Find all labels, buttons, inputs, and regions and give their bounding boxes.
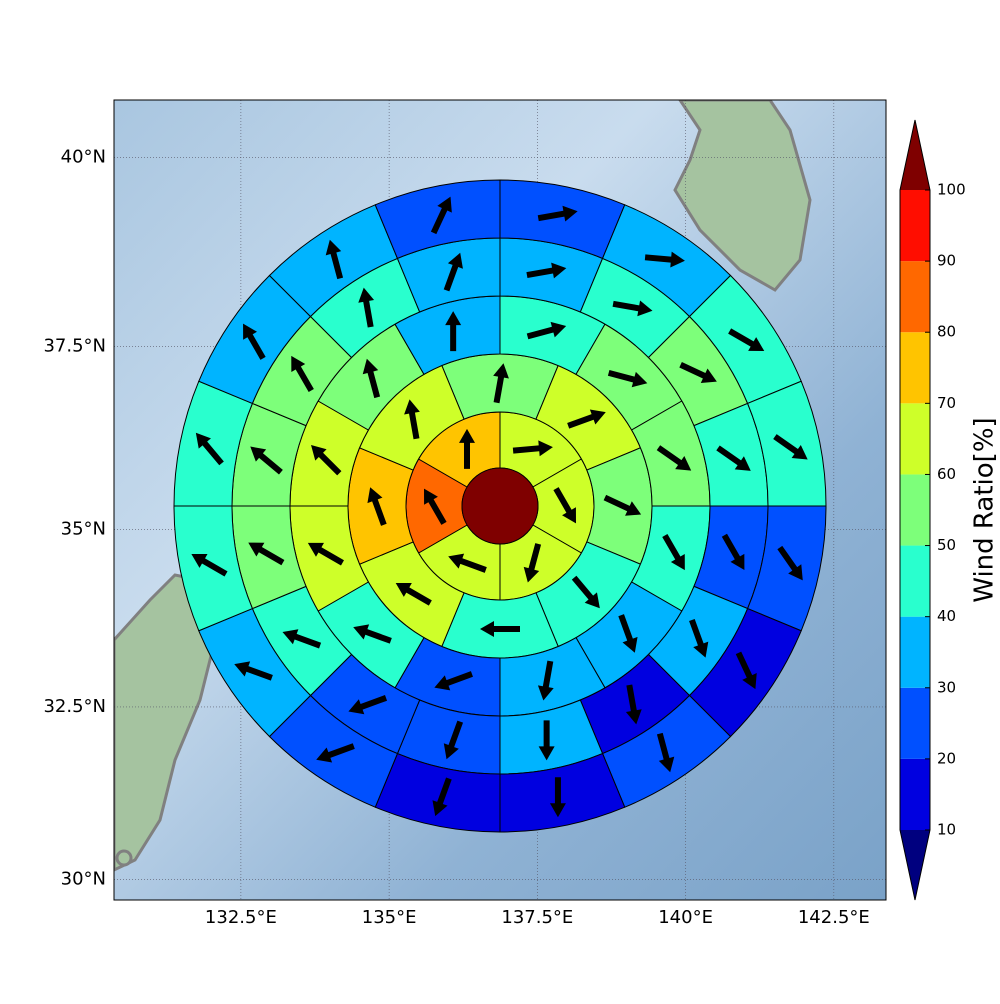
colorbar-segment: [900, 545, 930, 617]
wind-arrow: [523, 543, 542, 583]
colorbar-tick-label: 70: [937, 394, 956, 412]
colorbar-extension: [900, 120, 930, 190]
wind-arrow: [191, 553, 228, 577]
x-tick-label: 140°E: [658, 907, 713, 928]
wind-arrow: [549, 777, 566, 818]
y-tick-label: 35°N: [61, 519, 106, 540]
colorbar-segment: [900, 758, 930, 830]
wind-arrow: [448, 553, 487, 573]
colorbar-tick-label: 50: [937, 536, 956, 554]
wind-arrow: [404, 399, 420, 440]
wind-arrow: [537, 660, 554, 701]
wind-arrow: [689, 618, 709, 658]
wind-arrow: [721, 533, 745, 570]
wind-arrow: [291, 355, 314, 393]
colorbar-tick-label: 40: [937, 607, 956, 625]
wind-arrow: [311, 445, 342, 476]
wind-arrow: [325, 239, 344, 280]
wind-arrow: [282, 629, 322, 649]
wind-arrow: [777, 545, 803, 581]
wind-arrow: [526, 262, 567, 279]
wind-arrow: [644, 251, 685, 268]
wind-arrow: [395, 582, 432, 606]
wind-arrow: [679, 362, 717, 384]
colorbar-tick-label: 60: [937, 465, 956, 483]
colorbar-tick-label: 30: [937, 678, 956, 696]
wind-arrow: [553, 487, 576, 524]
y-tick-label: 30°N: [61, 869, 106, 890]
colorbar-label: Wind Ratio[%]: [970, 417, 1000, 602]
colorbar-tick-label: 100: [937, 181, 966, 199]
wind-arrow: [538, 720, 555, 761]
x-tick-label: 137.5°E: [501, 907, 573, 928]
sectors: [173, 179, 827, 833]
wind-arrow: [735, 651, 757, 690]
colorbar-segment: [900, 190, 930, 262]
wind-arrow: [526, 321, 567, 340]
colorbar-segment: [900, 261, 930, 333]
x-tick-label: 135°E: [362, 907, 417, 928]
wind-arrow: [607, 369, 648, 388]
colorbar: 10 20 30 40 50 60 70 80 90 100: [899, 119, 966, 901]
wind-arrow: [250, 446, 283, 475]
wind-arrow: [603, 494, 642, 516]
wind-arrow: [625, 684, 642, 725]
wind-arrow: [434, 671, 473, 691]
map-frame: [113, 99, 887, 901]
wind-arrow: [432, 777, 452, 817]
wind-arrow: [195, 432, 224, 466]
axes: 132.5°E 135°E 137.5°E 140°E 142.5°E 30°N 32.5°…: [43, 146, 869, 928]
wind-arrow: [362, 358, 381, 399]
wind-arrow: [773, 434, 808, 460]
wind-arrow: [445, 311, 462, 352]
wind-arrow: [662, 534, 685, 571]
colorbar-tick-label: 80: [937, 323, 956, 341]
colorbar-segment: [900, 403, 930, 475]
x-tick-label: 132.5°E: [205, 907, 277, 928]
colorbar-segment: [900, 332, 930, 404]
wind-arrow: [424, 488, 447, 525]
center-disk: [461, 467, 539, 545]
wind-arrow: [493, 363, 509, 404]
colorbar-segment: [900, 687, 930, 759]
wind-arrow: [728, 328, 765, 351]
wind-arrow: [353, 624, 392, 644]
wind-arrow: [443, 720, 464, 760]
colorbar-tick-label: 90: [937, 252, 956, 270]
wind-arrow: [430, 196, 452, 235]
y-tick-label: 37.5°N: [43, 336, 106, 357]
arrows: [191, 196, 808, 818]
wind-arrow: [459, 428, 475, 469]
wind-arrow: [537, 205, 578, 222]
wind-arrow: [243, 323, 266, 360]
wind-arrow: [248, 542, 285, 566]
wind-arrow: [512, 440, 553, 457]
x-tick-label: 142.5°E: [798, 907, 870, 928]
wind-arrow: [367, 487, 387, 526]
y-tick-label: 32.5°N: [43, 696, 106, 717]
wind-arrow: [348, 695, 388, 715]
wind-arrow: [358, 287, 375, 328]
wind-arrow: [316, 743, 355, 763]
wind-arrow: [571, 575, 600, 609]
wind-arrow: [307, 542, 344, 566]
colorbar-tick-label: 10: [937, 821, 956, 839]
wind-arrow: [612, 300, 653, 317]
wind-arrow: [443, 252, 463, 292]
wind-arrow: [656, 445, 692, 471]
y-tick-label: 40°N: [61, 146, 106, 167]
colorbar-segment: [900, 616, 930, 688]
wind-arrow: [656, 732, 675, 773]
wind-arrow: [618, 614, 638, 653]
wind-arrow: [480, 621, 520, 637]
colorbar-extension: [900, 830, 930, 900]
colorbar-tick-label: 20: [937, 749, 956, 767]
colorbar-segment: [900, 474, 930, 546]
wind-arrow: [234, 661, 273, 681]
wind-arrow: [716, 445, 751, 471]
wind-arrow: [567, 409, 606, 429]
